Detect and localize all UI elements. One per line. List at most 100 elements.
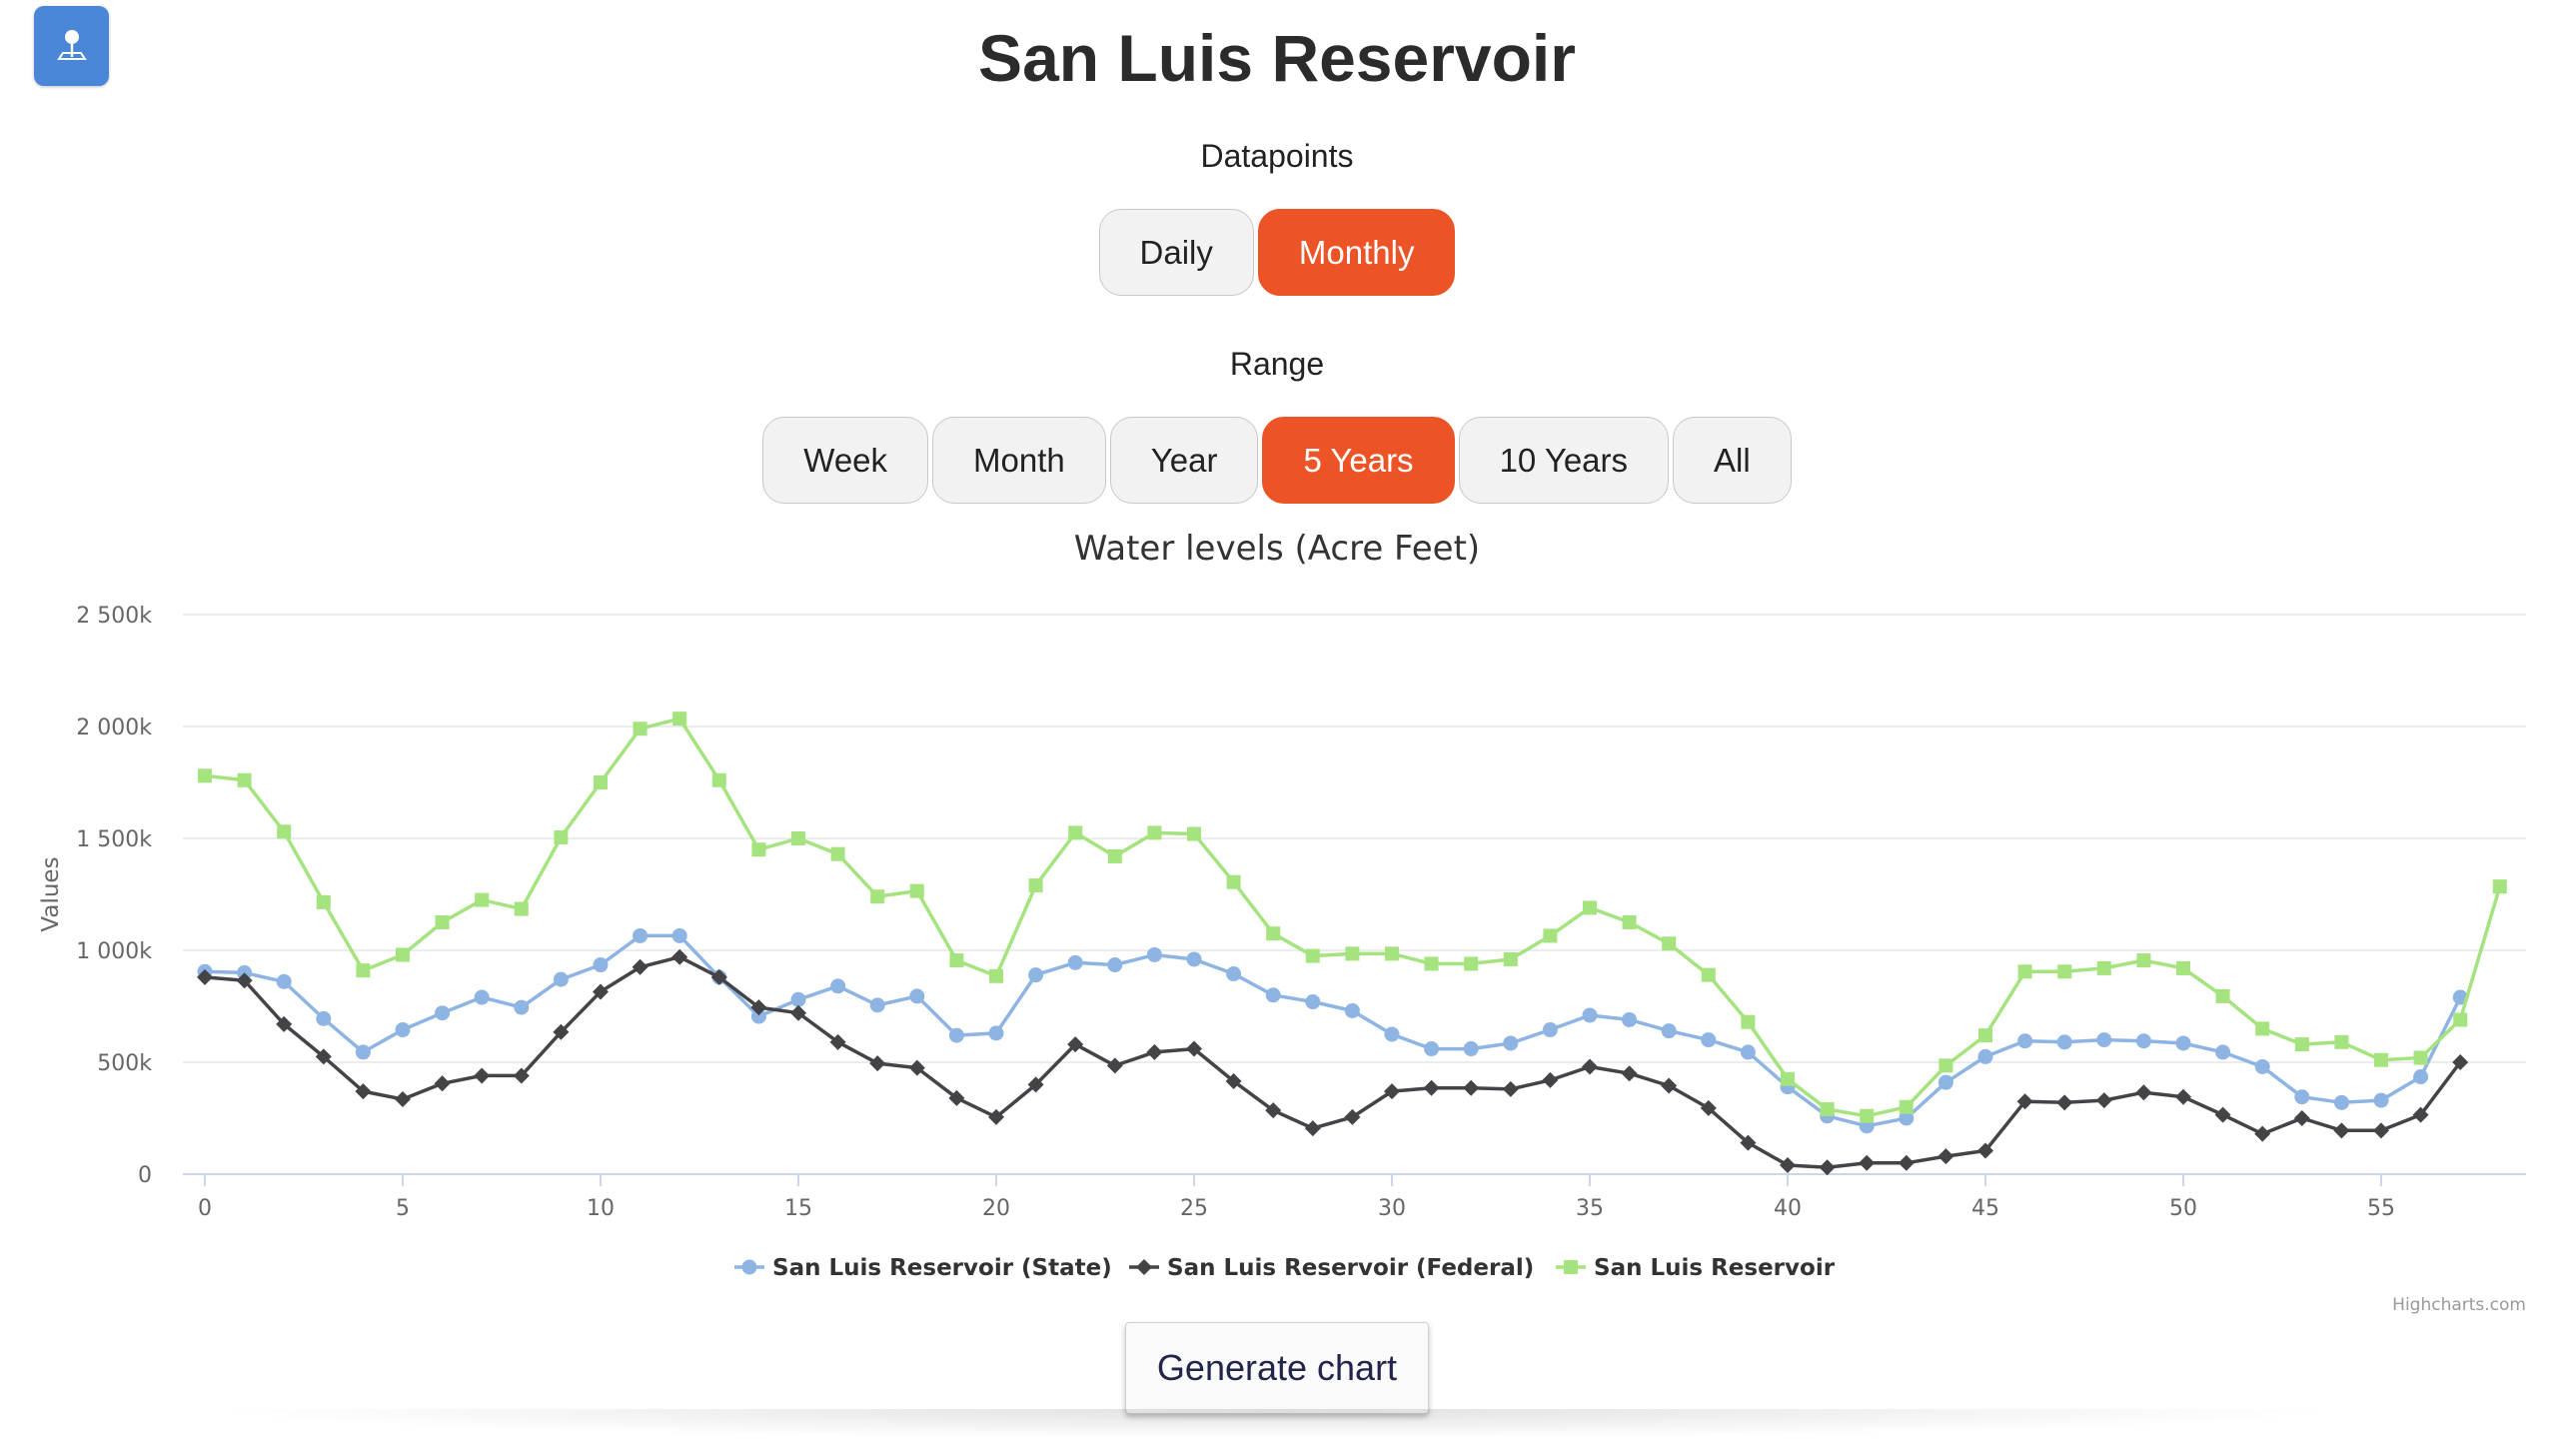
- range-5-years-button[interactable]: 5 Years: [1262, 417, 1455, 504]
- data-point: [1107, 848, 1122, 863]
- x-tick-label: 15: [784, 1196, 812, 1221]
- data-point: [829, 1033, 846, 1050]
- legend-item[interactable]: San Luis Reservoir (State): [734, 1255, 1112, 1281]
- series-line: [204, 933, 2462, 1128]
- data-point: [710, 968, 727, 985]
- range-month-button[interactable]: Month: [932, 417, 1106, 504]
- data-point: [949, 953, 964, 968]
- data-point: [276, 1015, 293, 1032]
- chart-credits[interactable]: Highcharts.com: [2392, 1295, 2526, 1315]
- data-point: [1819, 1159, 1836, 1176]
- x-tick-label: 30: [1378, 1196, 1406, 1221]
- data-point: [830, 846, 845, 861]
- range-week-button[interactable]: Week: [762, 417, 929, 504]
- data-point: [2016, 1093, 2033, 1110]
- x-tick-label: 20: [982, 1196, 1010, 1221]
- data-point: [1304, 1120, 1321, 1137]
- data-point: [1344, 1108, 1361, 1125]
- data-point: [1977, 1048, 1993, 1064]
- data-point: [1860, 1108, 1875, 1123]
- data-point: [1028, 967, 1044, 983]
- range-label: Range: [1229, 346, 1325, 382]
- data-point: [1463, 1041, 1479, 1057]
- data-point: [594, 775, 608, 789]
- data-point: [2136, 953, 2151, 968]
- data-point: [869, 1055, 886, 1072]
- data-point: [2214, 1106, 2231, 1123]
- data-point: [2373, 1092, 2389, 1108]
- data-point: [988, 1025, 1004, 1041]
- legend-item[interactable]: San Luis Reservoir: [1556, 1255, 1836, 1281]
- data-point: [2096, 960, 2111, 975]
- data-point: [1937, 1074, 1953, 1090]
- data-point: [2215, 1044, 2231, 1060]
- data-point: [1978, 1028, 1992, 1043]
- data-point: [2333, 1094, 2349, 1110]
- data-point: [1741, 1014, 1756, 1029]
- data-point: [1661, 1023, 1677, 1039]
- data-point: [1899, 1099, 1914, 1114]
- data-point: [1146, 1043, 1163, 1060]
- legend-marker: [1136, 1259, 1152, 1275]
- data-point: [1582, 1058, 1598, 1075]
- data-point: [711, 772, 726, 787]
- y-tick-label: 2 500k: [76, 604, 152, 629]
- data-point: [870, 889, 885, 904]
- data-point: [1226, 966, 1242, 982]
- data-point: [1622, 1011, 1638, 1027]
- data-point: [276, 973, 292, 989]
- y-tick-label: 0: [138, 1163, 152, 1188]
- x-tick-label: 40: [1774, 1196, 1802, 1221]
- data-point: [395, 1022, 411, 1038]
- data-point: [1701, 1032, 1717, 1048]
- data-point: [2215, 988, 2230, 1003]
- x-tick-label: 35: [1576, 1196, 1604, 1221]
- data-point: [2333, 1122, 2350, 1139]
- data-point: [1781, 1071, 1795, 1086]
- range-year-button[interactable]: Year: [1109, 417, 1259, 504]
- generate-chart-button[interactable]: Generate chart: [1125, 1322, 1429, 1414]
- data-point: [554, 829, 569, 844]
- data-point: [2056, 1094, 2073, 1111]
- data-point: [2095, 1092, 2112, 1109]
- data-point: [988, 1108, 1004, 1125]
- data-point: [2176, 960, 2190, 975]
- data-point: [1384, 1026, 1400, 1042]
- data-point: [1701, 967, 1716, 982]
- data-point: [2373, 1122, 2389, 1139]
- data-point: [1700, 1099, 1717, 1116]
- app-icon-button[interactable]: [34, 6, 109, 86]
- range-toggle-group: Week Month Year 5 Years 10 Years All: [0, 417, 2554, 504]
- data-point: [434, 1075, 451, 1092]
- data-point: [355, 1083, 372, 1100]
- x-tick-label: 25: [1180, 1196, 1208, 1221]
- range-all-button[interactable]: All: [1673, 417, 1792, 504]
- legend-item[interactable]: San Luis Reservoir (Federal): [1129, 1255, 1534, 1281]
- water-levels-chart: Water levels (Acre Feet) Values 0 5 10 15 20…: [38, 529, 2526, 1315]
- data-point: [2057, 964, 2072, 979]
- data-point: [1622, 915, 1637, 929]
- data-point: [2492, 879, 2507, 894]
- data-point: [2452, 1054, 2469, 1070]
- data-point: [1068, 825, 1083, 840]
- chart-title: Water levels (Acre Feet): [1074, 529, 1480, 569]
- data-point: [1305, 994, 1321, 1010]
- data-point: [2096, 1032, 2112, 1048]
- x-tick-label: 5: [396, 1196, 410, 1221]
- data-point: [909, 988, 925, 1004]
- data-point: [948, 1027, 964, 1043]
- data-point: [2413, 1050, 2428, 1065]
- range-10-years-button[interactable]: 10 Years: [1458, 417, 1670, 504]
- datapoints-daily-button[interactable]: Daily: [1098, 209, 1254, 296]
- legend-label: San Luis Reservoir (State): [772, 1255, 1112, 1281]
- data-point: [1067, 1036, 1084, 1053]
- data-point: [1385, 946, 1399, 961]
- datapoints-monthly-button[interactable]: Monthly: [1257, 209, 1456, 296]
- data-point: [197, 968, 213, 985]
- data-point: [2294, 1037, 2309, 1052]
- data-point: [198, 768, 212, 783]
- data-point: [553, 971, 569, 987]
- data-point: [633, 721, 647, 736]
- data-point: [1027, 1076, 1044, 1093]
- series-3: [198, 712, 2507, 1123]
